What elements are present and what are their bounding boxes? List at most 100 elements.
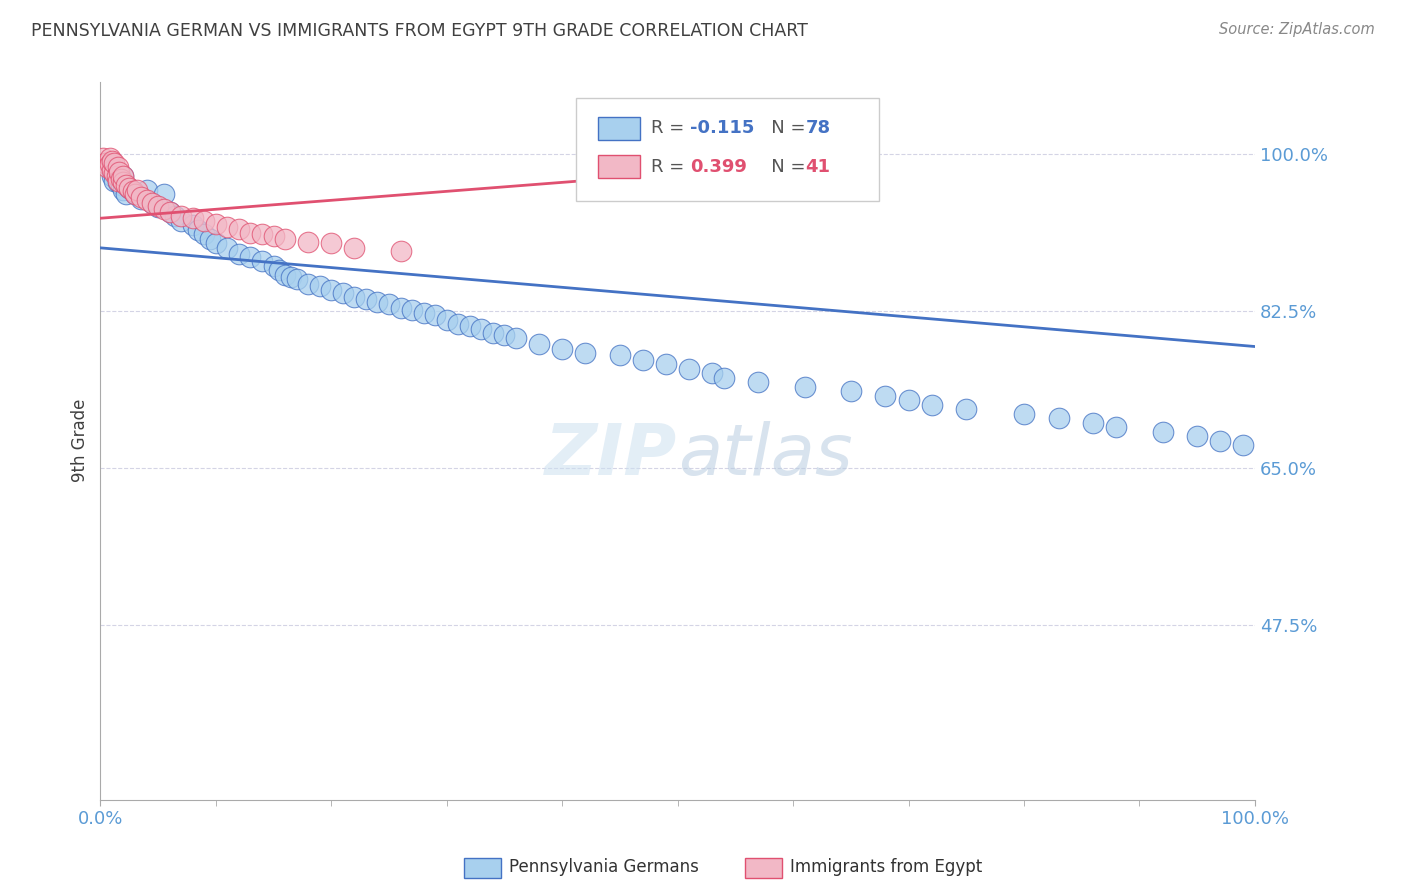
Text: 41: 41 [806, 158, 831, 176]
Text: Pennsylvania Germans: Pennsylvania Germans [509, 858, 699, 876]
Text: 0.399: 0.399 [690, 158, 747, 176]
Point [135, 194, 157, 208]
Point [146, 201, 169, 215]
Point [482, 326, 505, 340]
Point [297, 277, 319, 291]
Point [105, 169, 128, 183]
Point [366, 294, 388, 309]
Point [747, 376, 769, 390]
Point [321, 236, 343, 251]
Text: R =: R = [651, 120, 690, 137]
Point [187, 223, 209, 237]
Point [153, 187, 176, 202]
Point [412, 306, 434, 320]
Point [94, 155, 117, 169]
Point [103, 155, 125, 169]
Point [321, 283, 343, 297]
Point [107, 160, 129, 174]
Point [112, 175, 135, 189]
Point [389, 301, 412, 315]
Point [107, 173, 129, 187]
Point [112, 169, 135, 183]
Point [897, 393, 920, 408]
Point [308, 279, 330, 293]
Text: ZIP: ZIP [546, 420, 678, 490]
Point [354, 292, 377, 306]
Point [170, 210, 193, 224]
Point [702, 367, 724, 381]
Point [263, 259, 285, 273]
Point [110, 171, 132, 186]
Point [170, 214, 193, 228]
Text: atlas: atlas [678, 420, 852, 490]
Point [146, 199, 169, 213]
Point [274, 268, 297, 282]
Point [343, 290, 366, 304]
Point [1232, 438, 1254, 452]
Text: Source: ZipAtlas.com: Source: ZipAtlas.com [1219, 22, 1375, 37]
Point [98, 151, 121, 165]
Point [228, 222, 250, 236]
Point [250, 254, 273, 268]
Point [103, 166, 125, 180]
Text: N =: N = [754, 120, 811, 137]
Point [609, 349, 631, 363]
Point [263, 229, 285, 244]
Text: 78: 78 [806, 120, 831, 137]
Point [121, 185, 143, 199]
Point [153, 202, 176, 217]
Point [101, 164, 124, 178]
Point [165, 210, 187, 224]
Point [204, 236, 226, 251]
Point [458, 318, 481, 333]
Point [129, 192, 152, 206]
Point [118, 180, 141, 194]
Point [285, 272, 308, 286]
Point [1047, 411, 1070, 425]
Point [955, 402, 977, 417]
Point [505, 330, 527, 344]
Point [204, 217, 226, 231]
Point [101, 162, 124, 177]
Point [198, 232, 221, 246]
Point [217, 241, 239, 255]
Point [114, 187, 136, 202]
Point [425, 308, 447, 322]
Point [655, 358, 678, 372]
Point [112, 169, 135, 183]
Point [228, 247, 250, 261]
Point [114, 178, 136, 192]
Point [124, 187, 146, 202]
Point [1083, 416, 1105, 430]
Y-axis label: 9th Grade: 9th Grade [72, 399, 89, 483]
Point [94, 155, 117, 169]
Point [274, 232, 297, 246]
Text: PENNSYLVANIA GERMAN VS IMMIGRANTS FROM EGYPT 9TH GRADE CORRELATION CHART: PENNSYLVANIA GERMAN VS IMMIGRANTS FROM E… [31, 22, 808, 40]
Point [239, 226, 262, 240]
Point [98, 160, 121, 174]
Point [494, 327, 516, 342]
Point [436, 312, 458, 326]
Text: -0.115: -0.115 [690, 120, 755, 137]
Point [181, 211, 204, 226]
Point [839, 384, 862, 399]
Point [103, 173, 125, 187]
Point [141, 196, 163, 211]
Point [107, 175, 129, 189]
Text: R =: R = [651, 158, 690, 176]
Point [181, 219, 204, 233]
Point [193, 227, 215, 242]
Point [574, 346, 596, 360]
Point [112, 182, 135, 196]
Point [239, 250, 262, 264]
Point [269, 263, 291, 277]
Point [127, 182, 149, 196]
Point [98, 157, 121, 171]
Point [159, 205, 181, 219]
Point [91, 151, 114, 165]
Point [378, 297, 401, 311]
Point [129, 190, 152, 204]
Point [159, 205, 181, 219]
Point [121, 185, 143, 199]
Point [1209, 434, 1232, 448]
